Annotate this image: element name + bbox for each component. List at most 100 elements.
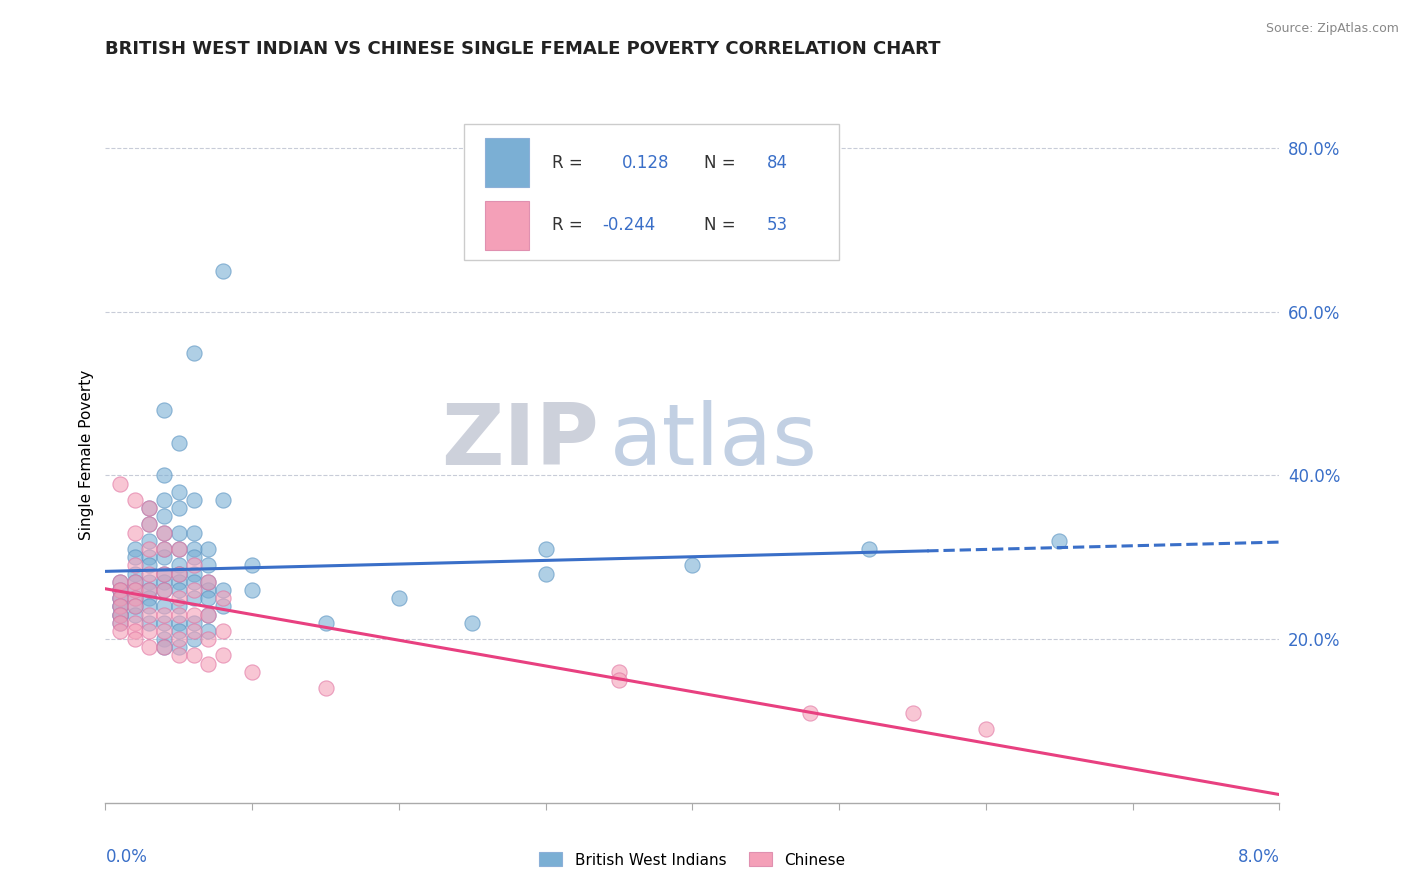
Point: [108, 599, 131, 614]
Text: 0.128: 0.128: [621, 153, 669, 171]
Point: [388, 591, 411, 606]
Point: [183, 566, 205, 581]
Text: N =: N =: [704, 217, 735, 235]
Point: [108, 591, 131, 606]
Point: [315, 681, 337, 696]
Point: [138, 542, 160, 557]
Point: [138, 574, 160, 589]
Point: [138, 533, 160, 548]
Point: [211, 582, 233, 597]
Point: [183, 542, 205, 557]
Point: [153, 550, 176, 565]
Point: [153, 640, 176, 655]
Point: [183, 345, 205, 359]
Point: [197, 624, 219, 638]
Point: [183, 550, 205, 565]
Point: [183, 558, 205, 573]
Point: [153, 468, 176, 483]
Point: [138, 624, 160, 638]
Point: [124, 599, 146, 614]
Point: [211, 591, 233, 606]
Point: [183, 624, 205, 638]
Legend: British West Indians, Chinese: British West Indians, Chinese: [531, 845, 853, 875]
Text: 8.0%: 8.0%: [1237, 848, 1279, 866]
Bar: [485, 201, 529, 250]
Point: [167, 607, 190, 622]
Point: [167, 582, 190, 597]
Point: [153, 574, 176, 589]
Point: [153, 640, 176, 655]
Point: [211, 624, 233, 638]
Point: [153, 492, 176, 507]
Point: [167, 591, 190, 606]
Point: [138, 501, 160, 516]
Point: [153, 615, 176, 630]
Point: [197, 558, 219, 573]
Point: [108, 599, 131, 614]
Point: [153, 566, 176, 581]
Point: [153, 582, 176, 597]
Text: 53: 53: [766, 217, 787, 235]
Y-axis label: Single Female Poverty: Single Female Poverty: [79, 370, 94, 540]
Point: [138, 640, 160, 655]
Point: [167, 501, 190, 516]
Bar: [485, 138, 529, 187]
Point: [153, 607, 176, 622]
Point: [124, 624, 146, 638]
Point: [197, 657, 219, 671]
Point: [167, 558, 190, 573]
Point: [167, 574, 190, 589]
Point: [153, 624, 176, 638]
Point: [240, 582, 263, 597]
Point: [183, 591, 205, 606]
Point: [138, 501, 160, 516]
Point: [108, 591, 131, 606]
Point: [124, 525, 146, 540]
Point: [534, 566, 557, 581]
Point: [138, 582, 160, 597]
Point: [183, 648, 205, 663]
Point: [153, 582, 176, 597]
Point: [211, 599, 233, 614]
Point: [108, 607, 131, 622]
Point: [167, 484, 190, 499]
Point: [167, 615, 190, 630]
Point: [240, 665, 263, 679]
Point: [108, 582, 131, 597]
Point: [124, 599, 146, 614]
Point: [138, 599, 160, 614]
Point: [607, 665, 630, 679]
Point: [138, 550, 160, 565]
Text: R =: R =: [551, 153, 582, 171]
Point: [153, 525, 176, 540]
Text: atlas: atlas: [610, 400, 818, 483]
Point: [108, 574, 131, 589]
Point: [240, 558, 263, 573]
Point: [153, 599, 176, 614]
Point: [124, 582, 146, 597]
Point: [167, 648, 190, 663]
Point: [153, 542, 176, 557]
Point: [534, 542, 557, 557]
Point: [607, 673, 630, 687]
Point: [138, 517, 160, 532]
Point: [124, 574, 146, 589]
Point: [124, 550, 146, 565]
Point: [183, 632, 205, 646]
FancyBboxPatch shape: [464, 124, 839, 260]
Point: [681, 558, 703, 573]
Point: [124, 607, 146, 622]
Point: [124, 591, 146, 606]
Point: [138, 558, 160, 573]
Point: [124, 591, 146, 606]
Point: [183, 582, 205, 597]
Point: [153, 525, 176, 540]
Point: [974, 722, 997, 736]
Point: [211, 264, 233, 278]
Point: [197, 607, 219, 622]
Point: [167, 566, 190, 581]
Point: [315, 615, 337, 630]
Point: [108, 574, 131, 589]
Point: [858, 542, 880, 557]
Point: [167, 599, 190, 614]
